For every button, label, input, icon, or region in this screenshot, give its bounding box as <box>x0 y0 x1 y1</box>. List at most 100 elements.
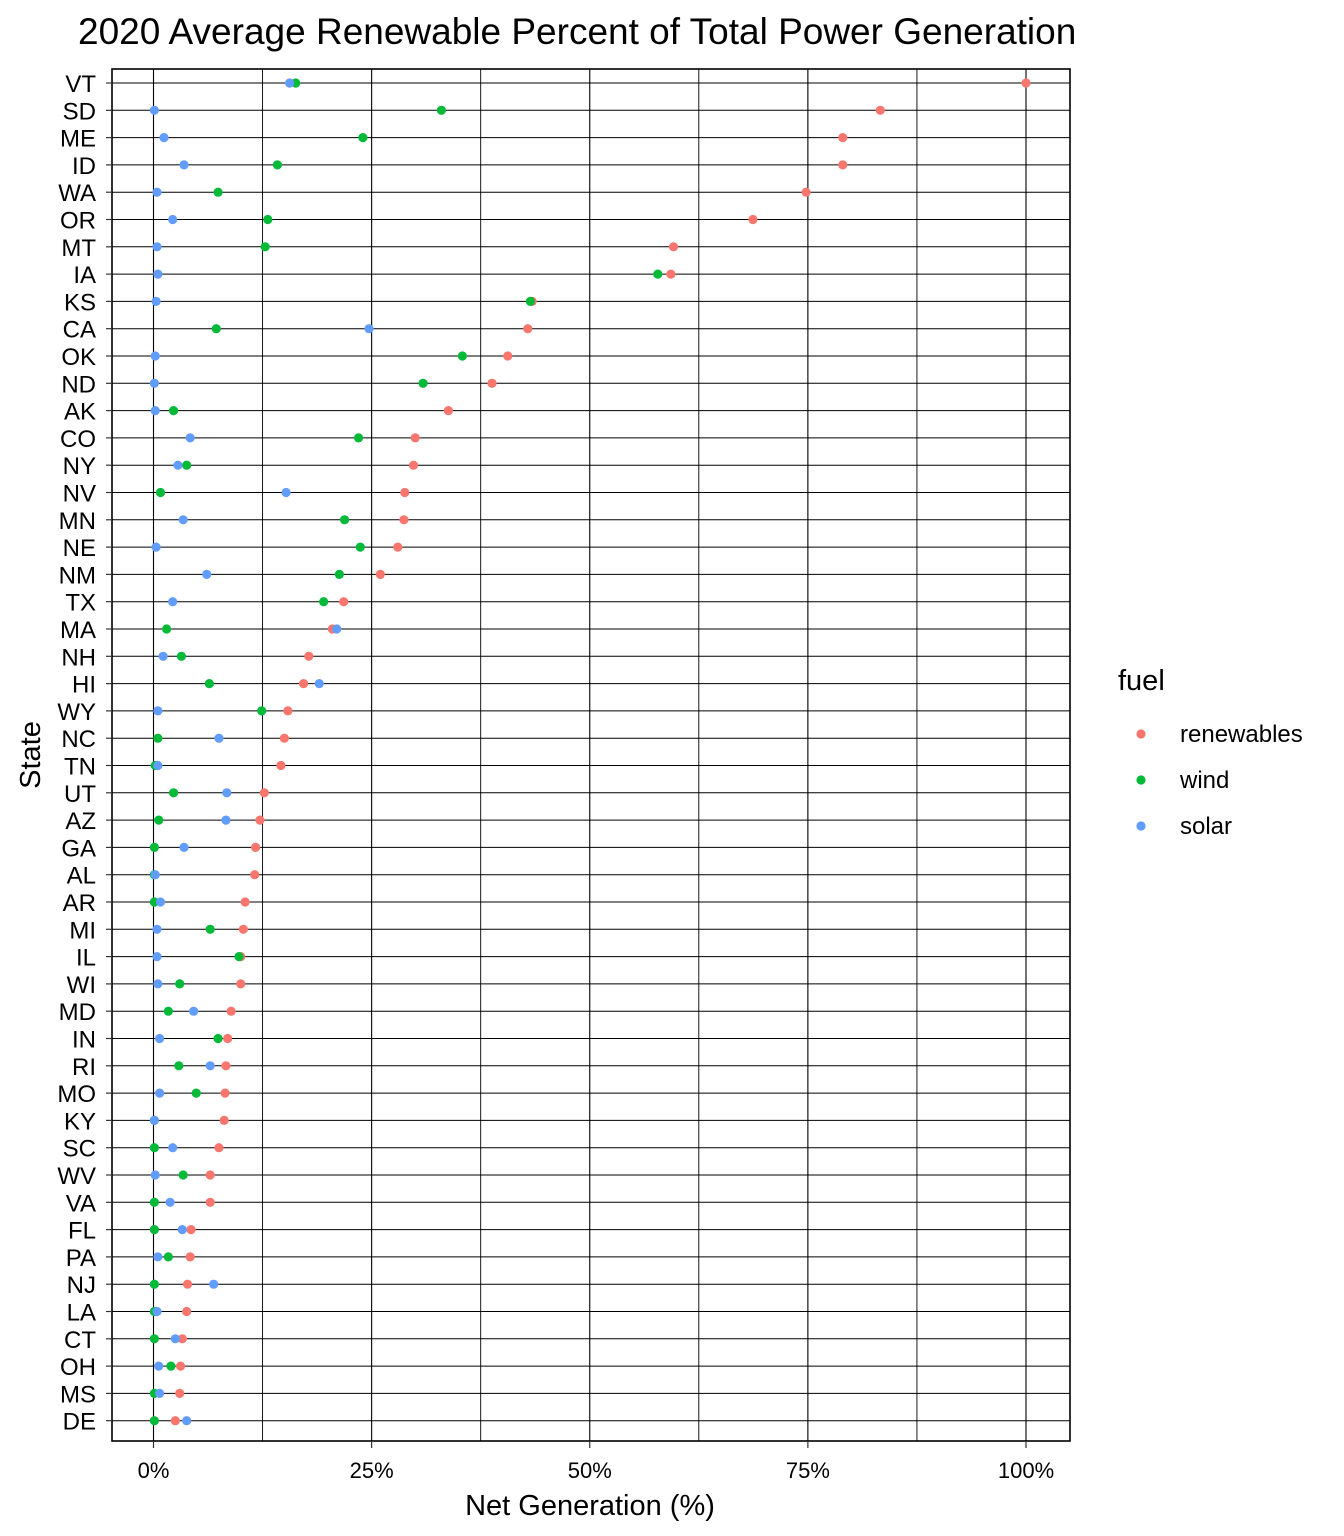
y-tick-label: VA <box>66 1190 96 1217</box>
y-tick-label: MN <box>59 508 96 535</box>
point-renewables <box>182 1279 193 1289</box>
point-renewables <box>838 133 848 143</box>
y-tick-label: TN <box>64 754 96 781</box>
point-renewables <box>1021 78 1031 88</box>
point-renewables <box>523 324 533 334</box>
point-solar <box>165 1197 175 1207</box>
point-renewables <box>666 269 676 279</box>
point-renewables <box>259 788 269 798</box>
point-renewables <box>236 979 246 989</box>
point-solar <box>214 733 224 743</box>
point-wind <box>178 1170 188 1180</box>
point-renewables <box>298 679 309 689</box>
point-wind <box>436 105 447 115</box>
point-solar <box>202 569 212 580</box>
y-tick-label: IN <box>72 1027 96 1054</box>
point-renewables <box>304 651 314 661</box>
point-wind <box>175 979 185 989</box>
point-solar <box>222 788 232 798</box>
point-solar <box>150 1170 160 1180</box>
point-wind <box>319 597 329 607</box>
point-wind <box>149 1416 159 1426</box>
point-renewables <box>443 406 453 416</box>
point-solar <box>150 870 160 880</box>
grid-lines <box>112 69 1070 1441</box>
point-wind <box>213 187 223 197</box>
point-wind <box>272 160 282 170</box>
point-solar <box>152 242 162 252</box>
y-tick-label: MI <box>69 917 96 944</box>
x-tick-label: 0% <box>138 1458 170 1483</box>
point-solar <box>364 324 374 334</box>
point-wind <box>204 679 214 689</box>
x-axis-tick-labels: 0% 25% 50% 75% 100% <box>138 1441 1054 1483</box>
point-solar <box>155 1033 165 1044</box>
point-solar <box>153 979 163 989</box>
point-renewables <box>283 706 293 716</box>
point-solar <box>153 269 163 279</box>
point-solar <box>155 897 166 907</box>
point-renewables <box>393 542 403 552</box>
y-tick-label: NC <box>61 726 96 753</box>
point-renewables <box>170 1416 180 1426</box>
y-tick-label: MS <box>60 1381 96 1408</box>
point-renewables <box>220 1088 230 1098</box>
y-tick-label: NV <box>63 481 96 508</box>
point-renewables <box>276 760 286 771</box>
y-tick-label: IA <box>73 262 96 289</box>
point-solar <box>149 1115 159 1125</box>
y-tick-label: ME <box>60 126 96 153</box>
y-tick-label: RI <box>72 1054 96 1081</box>
y-tick-label: KS <box>64 289 96 316</box>
y-tick-label: AZ <box>65 808 96 835</box>
point-renewables <box>185 1252 195 1262</box>
point-wind <box>182 460 192 470</box>
legend-label-solar: solar <box>1180 813 1232 840</box>
point-renewables <box>182 1306 192 1317</box>
y-tick-label: ND <box>61 371 96 398</box>
y-tick-label: CO <box>60 426 96 453</box>
point-solar <box>173 460 183 470</box>
point-renewables <box>487 378 497 388</box>
point-solar <box>149 378 159 388</box>
y-tick-label: NM <box>59 562 96 589</box>
point-wind <box>149 1279 159 1289</box>
point-solar <box>159 133 169 143</box>
y-tick-label: VT <box>65 71 96 98</box>
point-wind <box>334 569 344 580</box>
point-wind <box>263 214 273 225</box>
point-renewables <box>748 214 758 225</box>
y-tick-label: NH <box>61 644 96 671</box>
point-solar <box>205 1061 215 1071</box>
point-wind <box>211 324 221 334</box>
legend-items: renewables wind solar <box>1136 721 1303 840</box>
point-solar <box>314 679 324 689</box>
point-renewables <box>399 515 409 525</box>
point-solar <box>178 515 188 525</box>
point-solar <box>221 815 231 825</box>
point-solar <box>153 706 163 716</box>
y-tick-label: NJ <box>67 1272 96 1299</box>
point-renewables <box>279 733 289 743</box>
point-solar <box>154 1361 164 1371</box>
point-renewables <box>668 242 679 252</box>
point-renewables <box>214 1143 224 1153</box>
x-tick-label: 25% <box>350 1458 394 1483</box>
point-solar <box>153 760 163 771</box>
point-renewables <box>175 1361 186 1371</box>
y-tick-label: MO <box>57 1081 96 1108</box>
point-wind <box>174 1061 184 1071</box>
point-solar <box>185 433 195 443</box>
y-tick-label: MD <box>59 999 96 1026</box>
point-renewables <box>408 460 419 470</box>
legend-key-renewables <box>1136 729 1146 739</box>
point-renewables <box>375 569 385 580</box>
point-renewables <box>177 1334 187 1344</box>
point-wind <box>213 1033 223 1044</box>
y-axis-title: State <box>15 721 47 789</box>
point-wind <box>163 1006 173 1016</box>
point-wind <box>353 433 364 443</box>
y-tick-label: UT <box>64 781 96 808</box>
point-renewables <box>339 597 349 607</box>
